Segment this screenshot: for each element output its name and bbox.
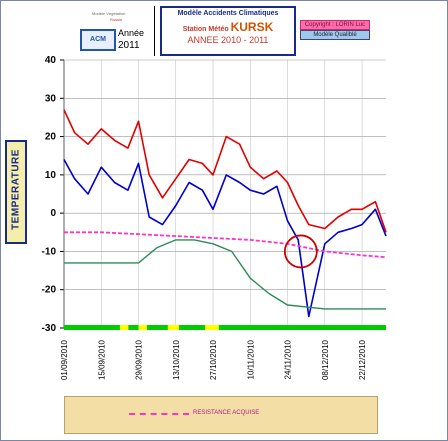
y-tick-label: 30	[45, 93, 57, 104]
marker-yellow	[167, 325, 171, 330]
small-caption-2: Russie	[110, 17, 123, 22]
series-min-temp	[63, 159, 387, 318]
y-tick-label: -10	[42, 246, 57, 257]
title-period: ANNEE 2010 - 2011	[187, 35, 269, 45]
x-tick-label: 27/10/2010	[209, 339, 218, 380]
legend: RESISTANCE ACQUISE	[64, 396, 378, 434]
x-tick-label: 08/12/2010	[321, 339, 330, 380]
station-name: KURSK	[230, 20, 274, 34]
marker-yellow	[205, 325, 209, 330]
x-tick-label: 13/10/2010	[172, 339, 181, 380]
marker-yellow	[141, 325, 145, 330]
x-tick-label: 01/09/2010	[60, 339, 69, 380]
y-tick-label: 10	[45, 170, 57, 181]
y-tick-label: 20	[45, 132, 57, 143]
station-prefix: Station Météo	[182, 26, 229, 33]
x-tick-label: 15/09/2010	[97, 339, 106, 380]
y-axis-label-box: TEMPERATURE	[5, 140, 27, 244]
logo-icon: ACM	[80, 29, 116, 51]
marker-band	[64, 325, 386, 330]
marker-yellow	[210, 325, 214, 330]
marker-yellow	[125, 325, 129, 330]
series-max-temp	[63, 109, 387, 233]
small-caption-1: Modèle Végétation	[92, 11, 126, 16]
x-tick-label: 24/11/2010	[284, 339, 293, 379]
year-label: Année	[118, 28, 145, 38]
marker-yellow	[173, 325, 177, 330]
marker-yellow	[122, 325, 126, 330]
y-tick-label: -20	[42, 285, 57, 296]
year-value: 2011	[118, 40, 140, 51]
marker-yellow	[213, 325, 217, 330]
x-tick-label: 10/11/2010	[246, 339, 255, 379]
title-box: Modèle Accidents Climatiques Station Mét…	[160, 6, 296, 56]
y-tick-label: 0	[50, 208, 56, 219]
header-left: Modèle Végétation Russie ACM Année 2011	[62, 6, 152, 54]
y-tick-label: 40	[45, 55, 57, 66]
marker-yellow	[170, 325, 174, 330]
model-badge: Modèle Qualiblé	[300, 30, 370, 40]
legend-swatch-resistance	[129, 413, 189, 415]
highlight-circle	[283, 234, 318, 269]
header-divider	[154, 6, 155, 56]
marker-yellow	[175, 325, 179, 330]
x-tick-label: 29/09/2010	[135, 339, 144, 380]
x-tick-label: 22/12/2010	[358, 339, 367, 380]
marker-yellow	[138, 325, 142, 330]
marker-yellow	[119, 325, 124, 330]
legend-label-resistance: RESISTANCE ACQUISE	[193, 410, 260, 416]
y-tick-label: -30	[42, 323, 57, 334]
series-green	[64, 239, 386, 310]
marker-yellow	[143, 325, 147, 330]
marker-yellow	[207, 325, 211, 330]
copyright-badge: Copyright : LORIN Luc	[300, 20, 370, 30]
series-resistance	[64, 231, 387, 259]
marker-yellow	[215, 325, 219, 330]
title-station-line: Station Météo KURSK	[162, 20, 294, 34]
title-line1: Modèle Accidents Climatiques	[177, 10, 279, 17]
